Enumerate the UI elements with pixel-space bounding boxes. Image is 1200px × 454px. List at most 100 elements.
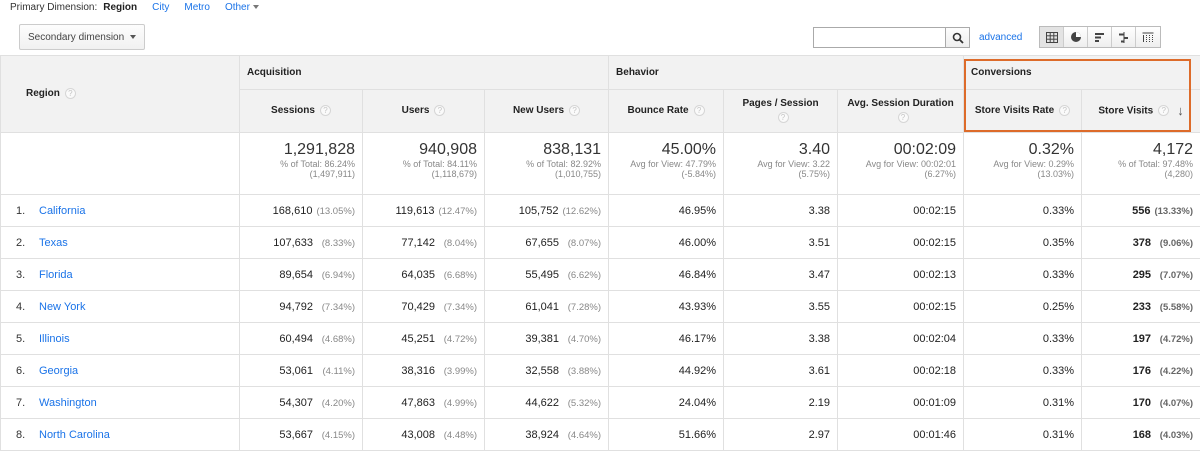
new-users-cell: 38,924 (4.64%) [483, 418, 610, 451]
pages-session-cell: 3.55 [723, 290, 839, 323]
store-visits-rate-cell: 0.33% [963, 322, 1083, 355]
store-visits-cell: 378 (9.06%) [1081, 226, 1200, 259]
users-percent: (12.47%) [438, 205, 477, 217]
help-icon[interactable]: ? [569, 104, 581, 116]
column-header-region[interactable]: Region? [0, 55, 240, 133]
region-link[interactable]: New York [39, 300, 86, 313]
total-value: 838,131 [543, 141, 602, 158]
total-bounce-rate: 45.00% Avg for View: 47.79% (-5.84%) [608, 132, 725, 195]
column-header-avg-session-duration[interactable]: Avg. Session Duration? [837, 89, 965, 133]
column-header-store-visits[interactable]: Store Visits? ↓ [1081, 89, 1200, 133]
region-cell: 5. Illinois [0, 322, 240, 355]
help-icon[interactable]: ? [1158, 105, 1170, 117]
pages-session-cell: 3.51 [723, 226, 839, 259]
sessions-value: 168,610 [272, 204, 313, 217]
sort-descending-icon[interactable]: ↓ [1177, 102, 1184, 118]
store-visits-value: 197 [1132, 332, 1152, 345]
region-link[interactable]: Georgia [39, 364, 79, 377]
total-store-visits: 4,172% of Total: 97.48% (4,280) [1081, 132, 1200, 195]
new-users-value: 44,622 [525, 396, 560, 409]
table-row: 7. Washington 54,307 (4.20%) 47,863 (4.99%) 44… [0, 386, 1200, 419]
column-header-pages-session[interactable]: Pages / Session? [723, 89, 839, 133]
duration-cell: 00:02:15 [837, 226, 965, 259]
sessions-value: 107,633 [273, 236, 313, 249]
table-row: 2. Texas 107,633 (8.33%) 77,142 (8.04%) 67,655… [0, 226, 1200, 259]
region-link[interactable]: Florida [39, 268, 73, 281]
dimension-other[interactable]: Other [225, 2, 259, 13]
users-cell: 77,142 (8.04%) [362, 226, 485, 259]
store-visits-percent: (13.33%) [1154, 205, 1194, 217]
pie-view-button[interactable] [1064, 27, 1088, 47]
help-icon[interactable]: ? [319, 104, 331, 116]
duration-cell: 00:02:15 [837, 290, 965, 323]
new-users-percent: (5.32%) [567, 397, 602, 409]
sessions-percent: (8.33%) [321, 237, 355, 249]
advanced-link[interactable]: advanced [979, 32, 1023, 43]
total-value: 00:02:09 [893, 141, 957, 158]
secondary-dimension-dropdown[interactable]: Secondary dimension [19, 24, 145, 50]
users-percent: (4.72%) [443, 333, 477, 345]
help-icon[interactable]: ? [1059, 104, 1071, 116]
help-icon[interactable]: ? [64, 88, 76, 100]
store-visits-value: 378 [1132, 236, 1152, 249]
total-store-visits-rate: 0.32% Avg for View: 0.29% (13.03%) [963, 132, 1083, 195]
bounce-rate-cell: 44.92% [608, 354, 725, 387]
column-header-users[interactable]: Users? [362, 89, 485, 133]
help-icon[interactable]: ? [777, 111, 789, 123]
region-link[interactable]: California [39, 204, 86, 217]
table-row: 1. California 168,610 (13.05%) 119,613 (12.47… [0, 194, 1200, 227]
total-subtext: Avg for View: 47.79% [630, 159, 717, 169]
help-icon[interactable]: ? [434, 104, 446, 116]
new-users-value: 105,752 [518, 204, 559, 217]
users-percent: (3.99%) [443, 365, 477, 377]
region-link[interactable]: Washington [39, 396, 97, 409]
new-users-percent: (8.07%) [567, 237, 602, 249]
sessions-cell: 53,061 (4.11%) [239, 354, 363, 387]
total-subtext: (1,497,911) [309, 169, 355, 179]
dimension-city[interactable]: City [152, 1, 170, 13]
dimension-metro[interactable]: Metro [184, 1, 210, 13]
table-view-button[interactable] [1040, 27, 1064, 47]
help-icon[interactable]: ? [693, 104, 705, 116]
total-value: 45.00% [661, 141, 717, 158]
users-cell: 70,429 (7.34%) [362, 290, 485, 323]
bar-view-button[interactable] [1088, 27, 1112, 47]
pivot-view-button[interactable] [1136, 27, 1160, 47]
search-button[interactable] [946, 27, 970, 48]
dimension-region[interactable]: Region [103, 1, 138, 13]
sessions-cell: 53,667 (4.15%) [239, 418, 363, 451]
table-row: 5. Illinois 60,494 (4.68%) 45,251 (4.72%) 39,3… [0, 322, 1200, 355]
group-header-conversions: Conversions [963, 55, 1200, 90]
search-input[interactable] [813, 27, 946, 48]
chevron-down-icon [130, 35, 136, 39]
table-row: 4. New York 94,792 (7.34%) 70,429 (7.34%) 61,0… [0, 290, 1200, 323]
store-visits-value: 170 [1132, 396, 1152, 409]
total-pages-session: 3.40 Avg for View: 3.22 (5.75%) [723, 132, 839, 195]
region-link[interactable]: Illinois [39, 332, 70, 345]
store-visits-percent: (4.22%) [1159, 365, 1194, 377]
dimension-other-label: Other [224, 1, 250, 13]
help-icon[interactable]: ? [897, 111, 909, 123]
total-subtext: Avg for View: 00:02:01 [865, 159, 957, 169]
column-header-sessions[interactable]: Sessions? [239, 89, 363, 133]
bounce-rate-cell: 43.93% [608, 290, 725, 323]
sessions-cell: 54,307 (4.20%) [239, 386, 363, 419]
users-cell: 38,316 (3.99%) [362, 354, 485, 387]
total-subtext: % of Total: 97.48% [1118, 159, 1194, 169]
store-visits-rate-cell: 0.35% [963, 226, 1083, 259]
comparison-view-button[interactable] [1112, 27, 1136, 47]
store-visits-percent: (4.07%) [1159, 397, 1194, 409]
users-value: 43,008 [401, 428, 435, 441]
total-subtext: (1,010,755) [554, 169, 602, 179]
total-sessions: 1,291,828% of Total: 86.24% (1,497,911) [239, 132, 363, 195]
region-link[interactable]: North Carolina [39, 428, 110, 441]
column-header-new-users[interactable]: New Users? [483, 89, 610, 133]
region-cell: 2. Texas [0, 226, 240, 259]
sessions-cell: 89,654 (6.94%) [239, 258, 363, 291]
users-cell: 64,035 (6.68%) [362, 258, 485, 291]
sessions-cell: 94,792 (7.34%) [239, 290, 363, 323]
column-header-store-visits-rate[interactable]: Store Visits Rate? [963, 89, 1083, 133]
region-link[interactable]: Texas [39, 236, 68, 249]
users-value: 47,863 [401, 396, 435, 409]
column-header-bounce-rate[interactable]: Bounce Rate? [608, 89, 725, 133]
